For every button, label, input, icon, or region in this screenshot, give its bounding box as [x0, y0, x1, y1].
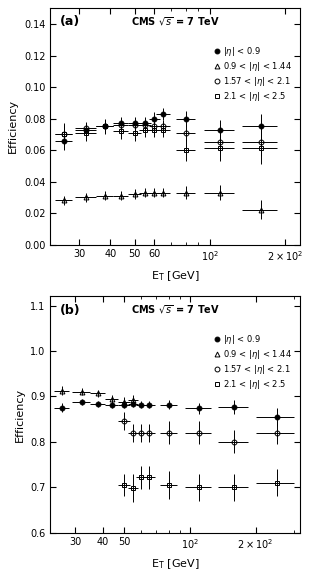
Legend: |$\eta$| < 0.9, 0.9 < |$\eta$| < 1.44, 1.57 < |$\eta$| < 2.1, 2.1 < |$\eta$| < 2: |$\eta$| < 0.9, 0.9 < |$\eta$| < 1.44, 1… [212, 43, 294, 105]
Text: CMS $\sqrt{s}$ = 7 TeV: CMS $\sqrt{s}$ = 7 TeV [131, 16, 220, 28]
Legend: |$\eta$| < 0.9, 0.9 < |$\eta$| < 1.44, 1.57 < |$\eta$| < 2.1, 2.1 < |$\eta$| < 2: |$\eta$| < 0.9, 0.9 < |$\eta$| < 1.44, 1… [212, 331, 294, 393]
Y-axis label: Efficiency: Efficiency [14, 387, 24, 442]
X-axis label: E$_{\mathrm{T}}$ [GeV]: E$_{\mathrm{T}}$ [GeV] [151, 269, 200, 283]
X-axis label: E$_{\mathrm{T}}$ [GeV]: E$_{\mathrm{T}}$ [GeV] [151, 557, 200, 571]
Text: CMS $\sqrt{s}$ = 7 TeV: CMS $\sqrt{s}$ = 7 TeV [131, 303, 220, 316]
Y-axis label: Efficiency: Efficiency [8, 100, 18, 153]
Text: (a): (a) [60, 16, 80, 28]
Text: (b): (b) [60, 303, 81, 317]
